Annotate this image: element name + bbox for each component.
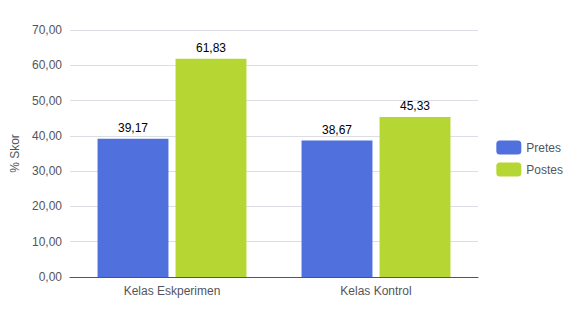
svg-text:30,00: 30,00 <box>32 164 62 178</box>
svg-text:20,00: 20,00 <box>32 199 62 213</box>
svg-text:61,83: 61,83 <box>196 41 226 55</box>
svg-text:40,00: 40,00 <box>32 129 62 143</box>
svg-text:Postes: Postes <box>526 163 563 177</box>
svg-text:70,00: 70,00 <box>32 23 62 37</box>
svg-text:38,67: 38,67 <box>322 123 352 137</box>
svg-text:45,33: 45,33 <box>400 99 430 113</box>
svg-text:Pretes: Pretes <box>526 141 561 155</box>
svg-text:60,00: 60,00 <box>32 58 62 72</box>
svg-text:10,00: 10,00 <box>32 235 62 249</box>
svg-text:39,17: 39,17 <box>118 121 148 135</box>
svg-text:Kelas Eskperimen: Kelas Eskperimen <box>124 284 221 298</box>
svg-text:50,00: 50,00 <box>32 94 62 108</box>
svg-text:% Skor: % Skor <box>8 134 22 173</box>
svg-text:Kelas Kontrol: Kelas Kontrol <box>340 284 411 298</box>
svg-text:0,00: 0,00 <box>39 270 63 284</box>
